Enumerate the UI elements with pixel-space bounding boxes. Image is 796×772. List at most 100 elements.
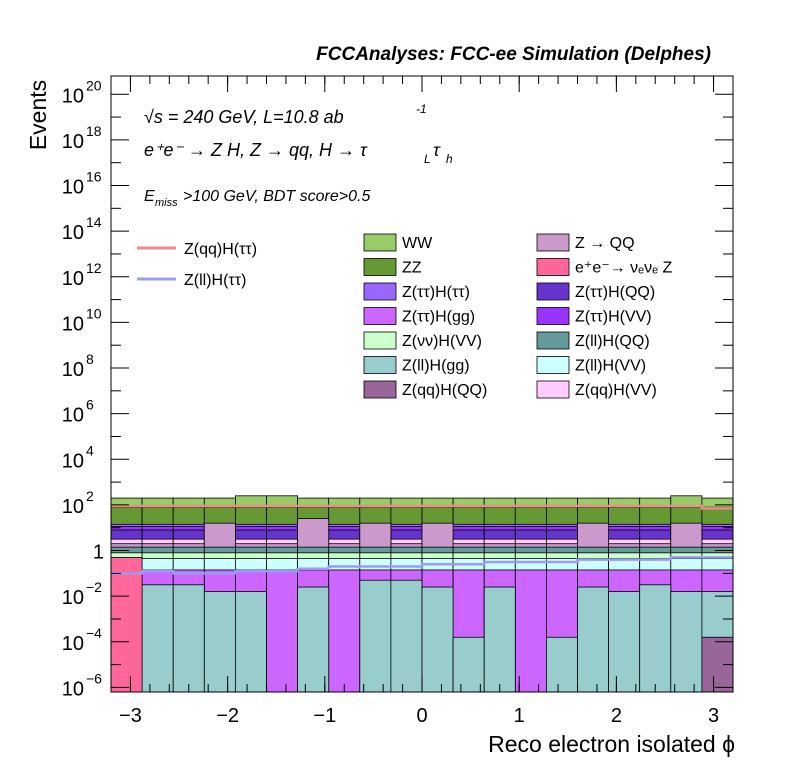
legend-label: Z(ll)H(gg) [402,358,470,375]
legend-label: Z(ττ)H(gg) [402,309,475,326]
bar-Z(ll)H(gg) [390,579,423,692]
y-tick-label: 10 [62,450,84,472]
y-tick-label: 10 [62,131,84,153]
bar-Z(ττ)H(gg) [328,569,361,692]
legend-swatch [536,258,570,276]
legend-swatch [363,380,397,399]
legend-swatch [536,282,570,301]
x-axis: −3 −2 −1 0 1 2 3 [119,76,719,727]
y-tick-exponent: 8 [86,351,94,367]
bar-Z(ll)H(gg) [670,591,703,692]
x-tick-label: 1 [514,705,525,727]
x-tick-label: −1 [313,705,336,727]
legend-label: e⁺e⁻→ νₑνₑ Z [575,260,672,277]
y-tick-label: 10 [62,177,84,199]
bar-nuenue-z [111,556,143,692]
y-tick-label: 10 [62,222,84,244]
y-tick-label: 10 [62,405,84,427]
legend-swatch [363,233,397,252]
bar-z-qq-spike [577,522,610,548]
legend-label: Z(ττ)H(VV) [575,309,652,326]
y-tick-exponent: −6 [86,670,102,686]
bar-z-qq-spike [359,522,392,548]
y-tick-label: 10 [62,85,84,107]
y-tick-label: 1 [93,542,104,564]
svg-text:h: h [446,152,453,166]
y-tick-exponent: 12 [86,260,102,276]
legend-swatch [363,356,397,374]
x-tick-label: 2 [611,705,622,727]
bar-Z(ll)H(gg) [172,584,205,692]
y-tick-exponent: 2 [86,488,94,504]
histogram-stack [111,495,733,692]
legend-label: Z(ll)H(QQ) [575,333,650,350]
x-tick-label: 3 [708,705,719,727]
chart-title: FCCAnalyses: FCC-ee Simulation (Delphes) [316,44,711,65]
y-tick-exponent: 18 [86,123,102,139]
annotation-energy: √s = 240 GeV, L=10.8 ab -1 [144,102,427,127]
y-tick-exponent: −2 [86,579,102,595]
y-tick-exponent: 16 [86,169,102,185]
bar-Z(ll)H(gg) [234,591,267,692]
signal-lines [111,504,733,575]
legend-swatch [536,233,570,252]
y-tick-label: 10 [62,678,84,700]
bar-Z(ll)H(gg) [203,591,236,692]
legend-label: Z(qq)H(ττ) [184,241,257,258]
y-tick-label: 10 [62,313,84,335]
legend-label: Z(νν)H(VV) [402,333,482,350]
svg-text:miss: miss [155,197,178,209]
legend-swatch [363,282,397,301]
legend-label: Z(ll)H(ττ) [184,272,246,289]
bar-Z(ττ)H(gg) [266,569,299,692]
bar-z-qq-spike [670,522,703,548]
legend-swatch [536,380,570,399]
legend-label: WW [402,235,433,252]
legend-label: Z(ττ)H(QQ) [575,284,655,301]
bar-z-qq-spike [203,522,236,548]
legend-label: Z(ττ)H(ττ) [402,284,470,301]
legend-swatch [536,307,570,325]
y-tick-exponent: 6 [86,397,94,413]
bar-Z(ll)H(gg) [608,591,641,692]
legend-swatch [363,258,397,276]
line-Z(ll)H(ττ) [111,556,733,575]
bar-Z(ττ)H(gg) [514,569,547,692]
y-axis-label: Events [25,80,51,150]
y-tick-label: 10 [62,633,84,655]
y-tick-exponent: 20 [86,77,102,93]
svg-text:E: E [144,188,155,205]
svg-text:√s = 240 GeV, L=10.8 ab: √s = 240 GeV, L=10.8 ab [144,107,344,127]
legend-label: Z(ll)H(VV) [575,358,646,375]
legend-swatch [363,307,397,325]
annotation-process: e⁺e⁻ → Z H, Z → qq, H → τ L τ h [144,140,453,166]
y-tick-label: 10 [62,268,84,290]
legend-label: ZZ [402,260,422,277]
y-tick-exponent: 14 [86,214,102,230]
y-tick-label: 10 [62,496,84,518]
svg-text:-1: -1 [416,102,427,116]
bar-Z(ll)H(gg) [546,636,578,692]
y-tick-label: 10 [62,587,84,609]
bar-Z(ll)H(gg) [141,584,174,692]
bar-Z(ll)H(gg) [452,636,485,692]
y-tick-exponent: 4 [86,442,94,458]
legend-label: Z → QQ [575,235,635,252]
x-tick-label: −2 [216,705,239,727]
y-tick-label: 10 [62,359,84,381]
bar-Z(ll)H(gg) [639,584,672,692]
bar-Z(ll)H(gg) [359,579,392,692]
svg-text:τ: τ [433,140,441,160]
y-tick-exponent: −4 [86,625,102,641]
legend-label: Z(qq)H(QQ) [402,382,487,399]
legend-swatch [536,331,570,350]
bar-Z(ll)H(gg) [297,586,330,692]
x-tick-label: 0 [416,705,427,727]
y-tick-exponent: 10 [86,305,102,321]
x-axis-label: Reco electron isolated ϕ [488,731,735,757]
bar-Z(ll)H(gg) [483,586,516,692]
bar-Z(ll)H(gg) [577,586,610,692]
svg-text:>100 GeV, BDT score>0.5: >100 GeV, BDT score>0.5 [183,188,370,205]
